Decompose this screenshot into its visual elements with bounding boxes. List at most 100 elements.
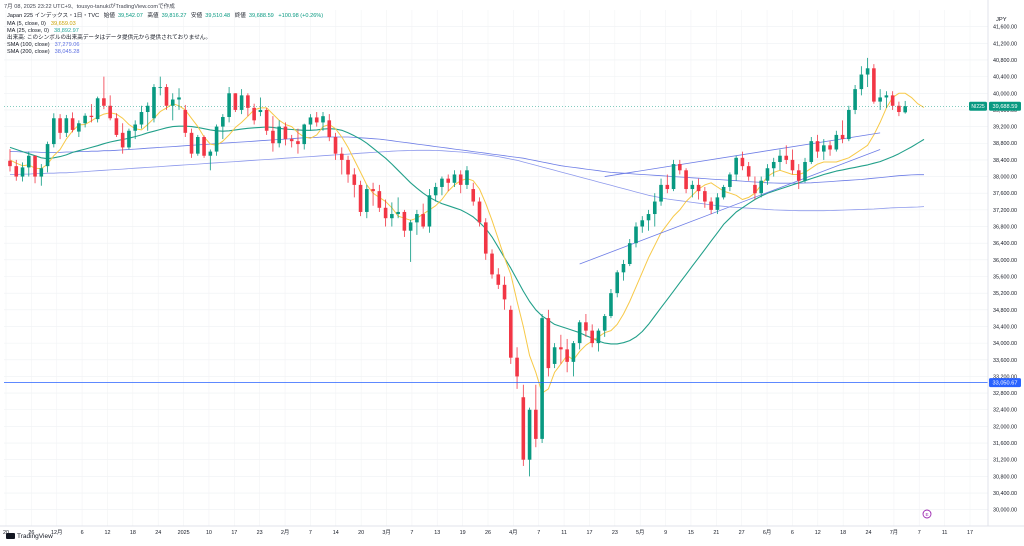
candle-body [283, 126, 288, 140]
candle [371, 182, 375, 206]
candle-body [890, 95, 895, 106]
candle-body [170, 99, 175, 106]
candle [703, 186, 707, 208]
time-tick-label: 2月 [281, 529, 289, 536]
candle [133, 120, 137, 140]
candle-body [271, 130, 275, 144]
candle [26, 151, 31, 177]
time-tick-label: 11 [561, 530, 567, 536]
candle-body [615, 272, 620, 294]
candle-body [878, 97, 882, 102]
candle-body [77, 123, 81, 132]
candle-body [264, 109, 269, 131]
candle-body [552, 347, 557, 364]
candle-body [502, 284, 507, 300]
candle [246, 93, 250, 117]
time-tick-label: 27 [739, 530, 745, 536]
candle [58, 114, 62, 140]
candle-body [33, 155, 37, 177]
price-tick-label: 35,600.00 [993, 274, 1017, 280]
ma25-line [9, 125, 925, 345]
candle [183, 104, 188, 137]
price-tick-label: 38,000.00 [993, 175, 1017, 181]
last-price-tag: 39,688.59 [993, 104, 1018, 110]
event-marker-icon [922, 509, 932, 519]
symbol-name[interactable]: Japan 225 インデックス・1日・TVC [7, 13, 100, 19]
time-tick-label: 17 [586, 530, 592, 536]
candle [678, 159, 682, 175]
legend-volume[interactable]: 出来高: このシンボルの出来高データはデータ提供元から提供されておりません。 [7, 35, 214, 42]
legend-value: 37,279.06 [54, 42, 80, 48]
candle-body [452, 174, 457, 183]
price-tick-label: 40,000.00 [993, 91, 1017, 97]
price-tick-label: 31,600.00 [993, 441, 1017, 447]
candle-body [214, 126, 219, 152]
time-tick-label: 24 [155, 530, 161, 536]
candle-body [496, 274, 501, 285]
candle [840, 120, 845, 144]
candle [314, 112, 319, 127]
candle-body [108, 105, 112, 119]
time-tick-label: 14 [333, 530, 339, 536]
candle-body [371, 189, 375, 192]
candle [396, 197, 400, 219]
last-price-tag-bg [989, 101, 1021, 111]
candle [784, 145, 789, 165]
candle-body [358, 184, 363, 212]
candle-body [377, 191, 382, 208]
price-tick-label: 41,200.00 [993, 41, 1017, 47]
candle-body [164, 87, 169, 106]
candle [715, 193, 720, 215]
candle-body [465, 170, 469, 185]
candle-body [534, 409, 538, 439]
candle [728, 172, 732, 192]
candle [452, 170, 457, 187]
candle-body [95, 98, 100, 120]
candle-body [45, 144, 50, 167]
candle-body [865, 68, 870, 75]
legend-ma5[interactable]: MA (5, close, 0) 39,659.03 [7, 21, 79, 28]
candle [95, 96, 100, 123]
candle [233, 93, 238, 113]
candle-body [14, 166, 19, 177]
candle [559, 334, 563, 364]
candle [52, 113, 56, 148]
candle [177, 88, 181, 110]
candle-body [396, 211, 400, 215]
candle-body [627, 243, 632, 264]
candle [139, 105, 144, 129]
legend-sma100[interactable]: SMA (100, close) 37,279.06 [7, 42, 82, 49]
candle-body [477, 201, 482, 223]
candle-body [803, 161, 807, 181]
symbol-tag: NI225 [971, 104, 985, 110]
horizontal-line [4, 105, 988, 384]
candle [534, 384, 538, 448]
legend-sma200[interactable]: SMA (200, close) 38,045.28 [7, 49, 82, 56]
candle-body [678, 164, 682, 171]
candle-body [609, 293, 613, 317]
candle [202, 135, 206, 158]
price-tick-label: 32,800.00 [993, 391, 1017, 397]
tradingview-logo[interactable]: TradingView [6, 533, 53, 540]
price-tick-label: 34,800.00 [993, 308, 1017, 314]
candle [83, 113, 87, 128]
time-tick-label: 17 [231, 530, 237, 536]
legend-ma25[interactable]: MA (25, close, 0) 38,892.97 [7, 28, 82, 35]
candle-body [728, 174, 732, 187]
candle-body [408, 222, 413, 231]
candle-body [571, 343, 576, 362]
price-tick-label: 32,000.00 [993, 424, 1017, 430]
time-tick-label: 4月 [509, 529, 517, 536]
price-tick-label: 39,200.00 [993, 125, 1017, 131]
brand-text: TradingView [17, 533, 53, 540]
candle [302, 123, 307, 150]
chart-credit: 7月 08, 2025 23:22 UTC+9、tousyo-tanukiがTr… [4, 4, 175, 10]
time-tick-label: 3月 [382, 529, 390, 536]
candle-body [897, 105, 901, 113]
candle [477, 197, 482, 227]
candle [77, 120, 81, 137]
chart-grid [4, 10, 988, 526]
candle [127, 128, 131, 150]
time-tick-label: 12 [104, 530, 110, 536]
